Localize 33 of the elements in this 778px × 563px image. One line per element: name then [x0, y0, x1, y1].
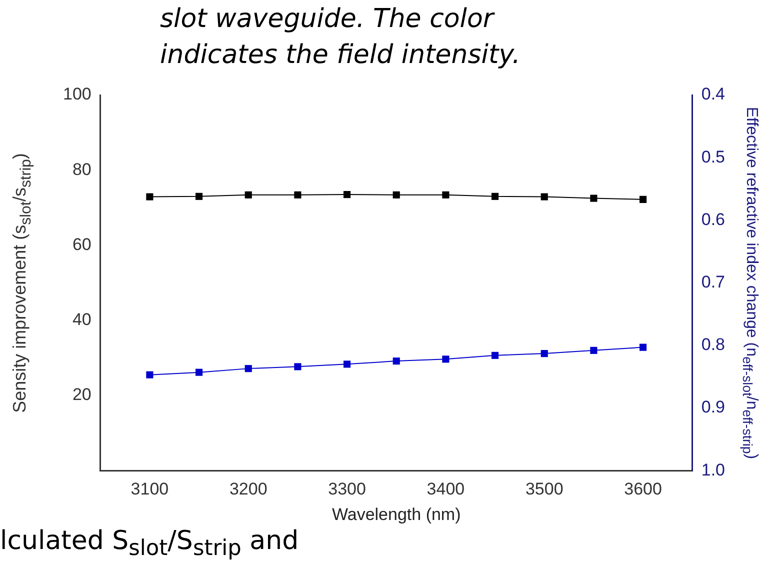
y2-tick-label: 0.4	[701, 84, 726, 104]
point	[195, 368, 203, 376]
y-tick-label: 40	[72, 310, 92, 330]
x-tick-label: 3100	[130, 479, 169, 498]
y2-tick-label: 0.6	[701, 210, 726, 229]
x-tick-label: 3300	[328, 479, 366, 498]
point	[492, 352, 499, 359]
point	[146, 371, 154, 378]
point	[442, 356, 450, 363]
y2-tick-label: 0.8	[701, 335, 726, 354]
point	[540, 350, 548, 358]
point	[244, 365, 252, 372]
point	[294, 363, 302, 370]
y-tick-label: 80	[72, 160, 92, 179]
text: slot waveguide. The color	[160, 4, 494, 34]
point	[392, 358, 400, 365]
point	[590, 346, 598, 354]
x-tick-label: 3400	[426, 479, 465, 498]
x-axis-title: Wavelength (nm)	[332, 504, 461, 525]
y2-tick-label: 1.0	[701, 460, 726, 480]
y-tick-label: 100	[62, 84, 92, 104]
x-tick-label: 3200	[229, 479, 268, 498]
y-tick-label: 20	[72, 385, 92, 404]
point	[343, 360, 351, 368]
text: indicates the field intensity.	[160, 40, 520, 70]
point	[640, 344, 647, 351]
x-tick-label: 3500	[525, 479, 564, 498]
y-tick-label: 60	[72, 234, 92, 254]
y2-tick-label: 0.5	[701, 147, 726, 166]
text: lculated S$_{slot}$/S$_{strip}$ and	[0, 526, 299, 562]
y2-tick-label: 0.9	[701, 398, 726, 417]
x-tick-label: 3600	[624, 479, 662, 498]
y2-tick-label: 0.7	[701, 272, 726, 292]
